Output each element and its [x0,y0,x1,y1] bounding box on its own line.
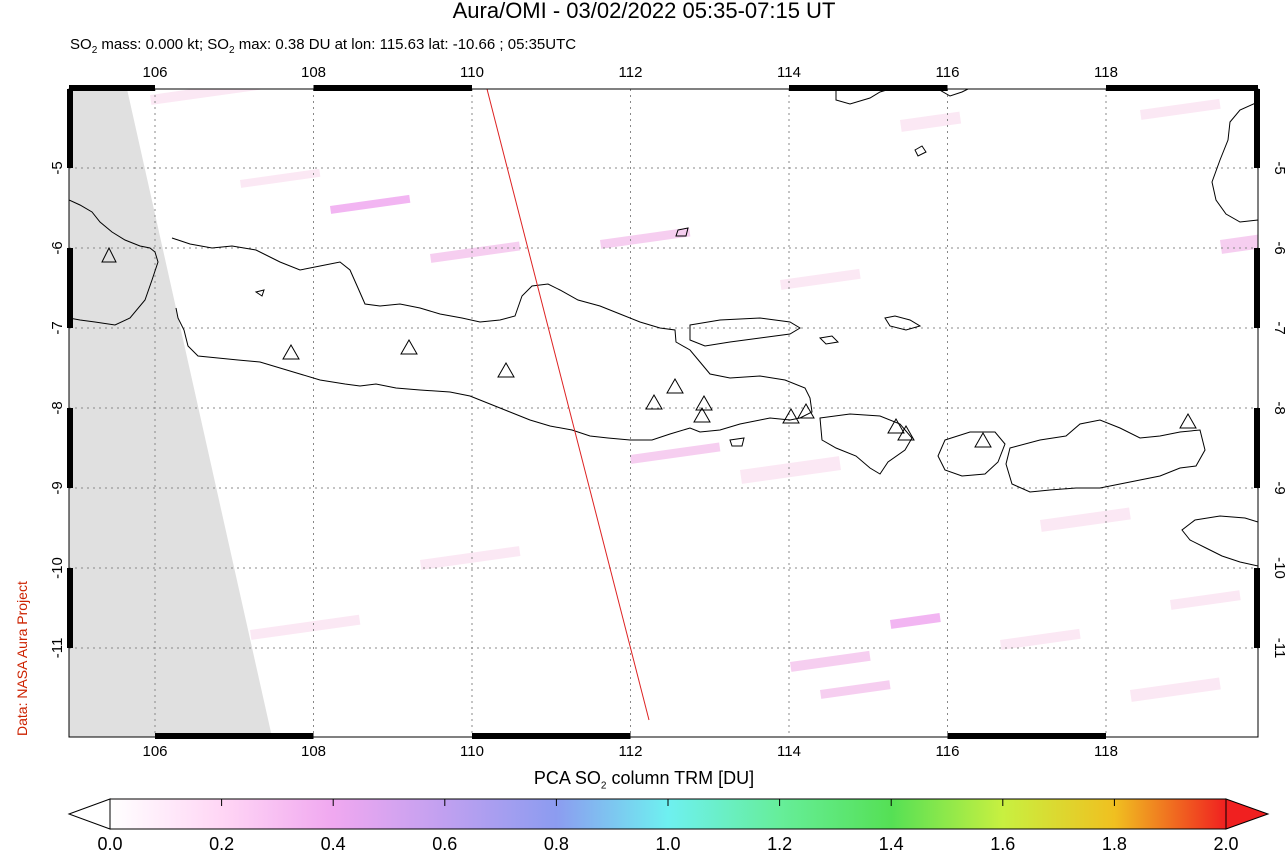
lat-tick-label: -7 [1271,321,1288,334]
volcano-marker [666,377,684,394]
lat-tick-label: -5 [1271,161,1288,174]
volcano-marker [400,338,418,355]
colorbar-label: 0.8 [543,834,569,854]
lat-tick-label: -8 [49,401,66,414]
volcano-markers [101,246,1197,448]
coastlines [69,89,1258,567]
lon-tick-label: 110 [460,743,484,760]
volcano-marker [974,431,992,448]
lat-tick-label: -10 [1271,557,1288,579]
map-title: Aura/OMI - 03/02/2022 05:35-07:15 UT [452,0,836,23]
lat-tick-label: -8 [1271,401,1288,414]
lon-tick-label: 110 [460,64,484,81]
volcano-marker [1179,412,1197,429]
lon-tick-label: 118 [1094,64,1118,81]
lon-tick-label: 108 [301,64,326,81]
colorbar-label: 1.2 [767,834,793,854]
no-data-swath [69,89,272,737]
map-grid [69,89,1258,737]
lon-labels-bottom: 106 108 110 112 114 116 118 [142,743,1117,760]
lon-tick-label: 116 [936,64,960,81]
colorbar [67,798,1270,830]
lat-tick-label: -10 [49,557,66,579]
colorbar-label: 1.0 [655,834,681,854]
lon-tick-label: 118 [1094,743,1118,760]
colorbar-title: PCA SO2 column TRM [DU] [533,768,755,792]
lon-tick-label: 106 [142,743,167,760]
lon-tick-label: 116 [936,743,960,760]
lon-tick-label: 112 [619,64,643,81]
lat-tick-label: -6 [1271,241,1288,254]
volcano-marker [782,407,800,424]
volcano-marker [797,402,815,419]
volcano-marker [282,343,300,360]
lon-tick-label: 106 [142,64,167,81]
lat-labels-left: -5 -6 -7 -8 -9 -10 -11 [49,161,66,658]
lat-tick-label: -11 [49,638,66,659]
volcano-marker [695,394,713,411]
map-frame [67,85,1260,739]
volcano-marker [497,361,515,378]
lon-tick-label: 108 [301,743,326,760]
colorbar-high-arrow [1225,798,1270,830]
volcano-marker [887,417,905,434]
colorbar-label: 0.2 [209,834,235,854]
colorbar-label: 0.0 [97,834,123,854]
lat-tick-label: -9 [1271,481,1288,494]
colorbar-label: 0.6 [432,834,458,854]
lat-tick-label: -6 [49,241,66,254]
lat-tick-label: -7 [49,321,66,334]
volcano-marker [693,406,711,423]
colorbar-label: 2.0 [1213,834,1239,854]
colorbar-label: 0.4 [320,834,346,854]
colorbar-label: 1.6 [990,834,1016,854]
colorbar-label: 1.8 [1101,834,1127,854]
lon-tick-label: 112 [619,743,643,760]
volcano-marker [645,393,663,410]
lon-tick-label: 114 [777,743,801,760]
map-subtitle: SO2 mass: 0.000 kt; SO2 max: 0.38 DU at … [70,36,577,56]
so2-pixels [150,89,1258,702]
colorbar-low-arrow [67,798,111,830]
volcano-marker [101,246,117,263]
lon-labels-top: 106 108 110 112 114 116 118 [142,64,1117,81]
lat-tick-label: -9 [49,481,66,494]
lon-tick-label: 114 [777,64,801,81]
lat-tick-label: -11 [1271,638,1288,659]
volcano-marker [897,424,915,441]
lat-labels-right: -5 -6 -7 -8 -9 -10 -11 [1271,161,1288,658]
lat-tick-label: -5 [49,161,66,174]
colorbar-label: 1.4 [878,834,904,854]
orbit-track-line [486,89,650,721]
